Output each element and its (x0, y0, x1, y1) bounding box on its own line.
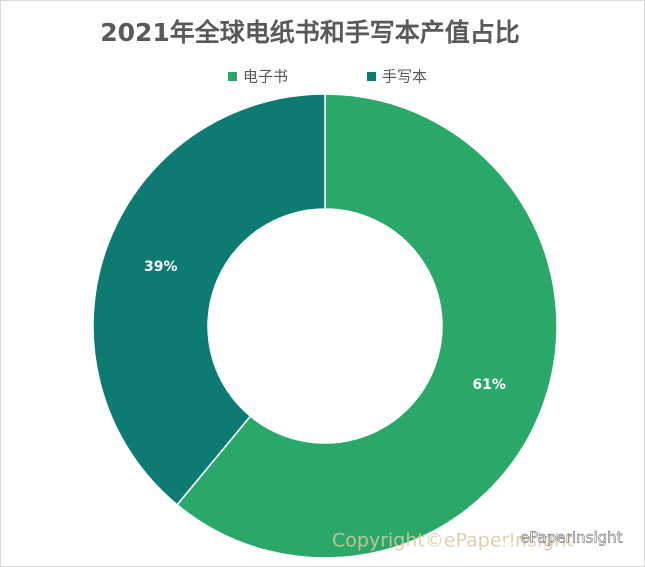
badge: ePaperInsight (520, 529, 623, 547)
data-label: 39% (144, 259, 178, 275)
legend-label: 电子书 (243, 68, 288, 86)
legend-swatch (367, 72, 376, 81)
donut-slice (92, 93, 326, 506)
data-label: 61% (472, 377, 506, 393)
badge-icon (500, 530, 516, 546)
chart-title: 2021年全球电纸书和手写本产值占比 (100, 18, 520, 47)
donut-slice (176, 93, 558, 559)
legend-swatch (228, 72, 237, 81)
legend-label: 手写本 (382, 68, 427, 86)
